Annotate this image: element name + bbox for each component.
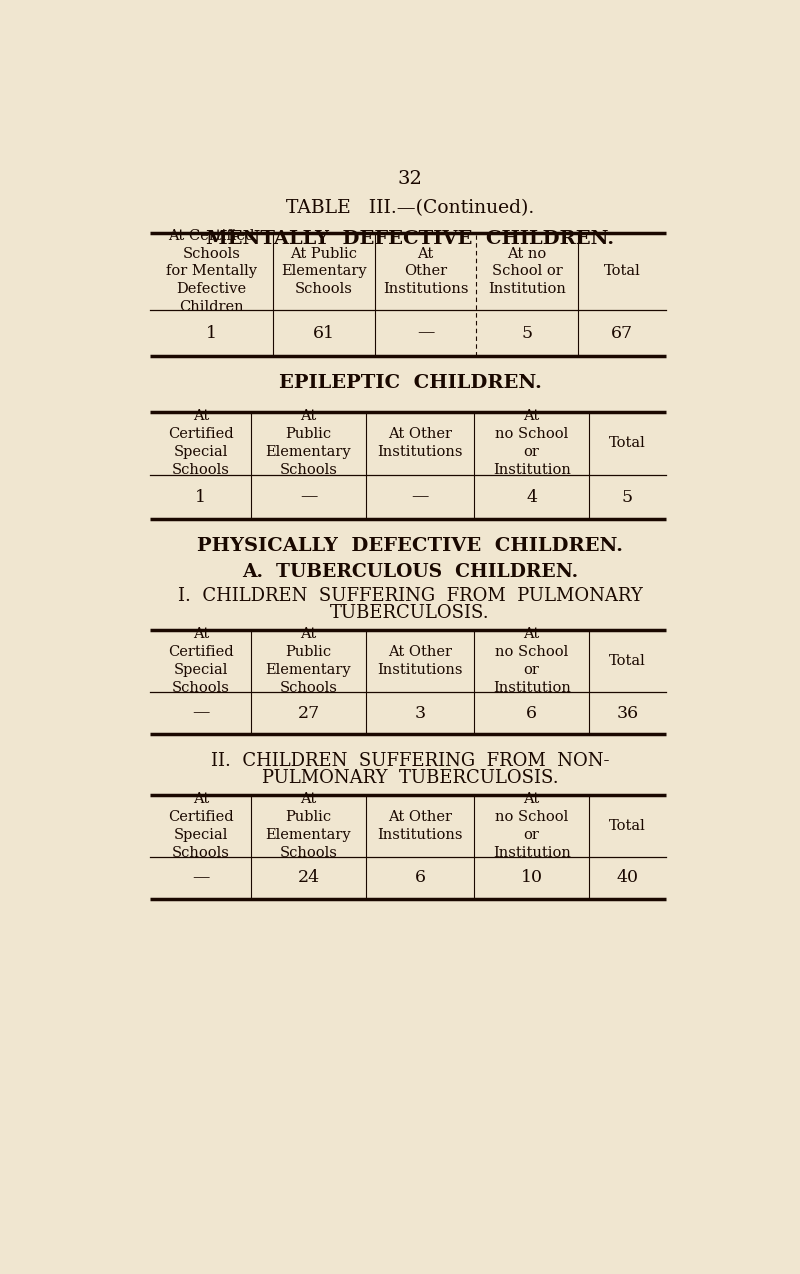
- Text: —: —: [417, 325, 434, 341]
- Text: MENTALLY  DEFECTIVE  CHILDREN.: MENTALLY DEFECTIVE CHILDREN.: [206, 231, 614, 248]
- Text: TABLE   III.—(Continued).: TABLE III.—(Continued).: [286, 199, 534, 218]
- Text: II.  CHILDREN  SUFFERING  FROM  NON-: II. CHILDREN SUFFERING FROM NON-: [210, 752, 610, 771]
- Text: —: —: [411, 488, 429, 506]
- Text: 40: 40: [616, 869, 638, 887]
- Text: At
Public
Elementary
Schools: At Public Elementary Schools: [266, 627, 351, 694]
- Text: 5: 5: [622, 488, 633, 506]
- Text: At
no School
or
Institution: At no School or Institution: [493, 792, 570, 860]
- Text: At
Certified
Special
Schools: At Certified Special Schools: [168, 627, 234, 694]
- Text: —: —: [192, 705, 210, 721]
- Text: At Other
Institutions: At Other Institutions: [378, 810, 463, 842]
- Text: 61: 61: [313, 325, 335, 341]
- Text: —: —: [300, 488, 317, 506]
- Text: 4: 4: [526, 488, 537, 506]
- Text: At
Certified
Special
Schools: At Certified Special Schools: [168, 409, 234, 476]
- Text: PHYSICALLY  DEFECTIVE  CHILDREN.: PHYSICALLY DEFECTIVE CHILDREN.: [197, 538, 623, 555]
- Text: Total: Total: [609, 819, 646, 833]
- Text: At
no School
or
Institution: At no School or Institution: [493, 409, 570, 476]
- Text: 3: 3: [414, 705, 426, 721]
- Text: 6: 6: [526, 705, 537, 721]
- Text: PULMONARY  TUBERCULOSIS.: PULMONARY TUBERCULOSIS.: [262, 769, 558, 787]
- Text: At
Certified
Special
Schools: At Certified Special Schools: [168, 792, 234, 860]
- Text: 32: 32: [398, 169, 422, 189]
- Text: At Public
Elementary
Schools: At Public Elementary Schools: [281, 247, 366, 297]
- Text: EPILEPTIC  CHILDREN.: EPILEPTIC CHILDREN.: [278, 375, 542, 392]
- Text: At
Other
Institutions: At Other Institutions: [382, 247, 468, 297]
- Text: 5: 5: [522, 325, 533, 341]
- Text: 6: 6: [414, 869, 426, 887]
- Text: TUBERCULOSIS.: TUBERCULOSIS.: [330, 604, 490, 622]
- Text: At no
School or
Institution: At no School or Institution: [488, 247, 566, 297]
- Text: 1: 1: [195, 488, 206, 506]
- Text: At
Public
Elementary
Schools: At Public Elementary Schools: [266, 409, 351, 476]
- Text: At
Public
Elementary
Schools: At Public Elementary Schools: [266, 792, 351, 860]
- Text: 10: 10: [521, 869, 542, 887]
- Text: Total: Total: [603, 265, 640, 279]
- Text: 24: 24: [298, 869, 319, 887]
- Text: Total: Total: [609, 654, 646, 668]
- Text: At Other
Institutions: At Other Institutions: [378, 645, 463, 676]
- Text: 27: 27: [298, 705, 320, 721]
- Text: 1: 1: [206, 325, 217, 341]
- Text: Total: Total: [609, 436, 646, 450]
- Text: At Certified
Schools
for Mentally
Defective
Children: At Certified Schools for Mentally Defect…: [166, 229, 257, 315]
- Text: At Other
Institutions: At Other Institutions: [378, 427, 463, 459]
- Text: 36: 36: [616, 705, 638, 721]
- Text: 67: 67: [611, 325, 633, 341]
- Text: At
no School
or
Institution: At no School or Institution: [493, 627, 570, 694]
- Text: —: —: [192, 869, 210, 887]
- Text: A.  TUBERCULOUS  CHILDREN.: A. TUBERCULOUS CHILDREN.: [242, 563, 578, 581]
- Text: I.  CHILDREN  SUFFERING  FROM  PULMONARY: I. CHILDREN SUFFERING FROM PULMONARY: [178, 587, 642, 605]
